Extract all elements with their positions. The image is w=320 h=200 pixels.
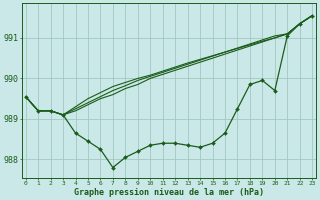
X-axis label: Graphe pression niveau de la mer (hPa): Graphe pression niveau de la mer (hPa) <box>74 188 264 197</box>
